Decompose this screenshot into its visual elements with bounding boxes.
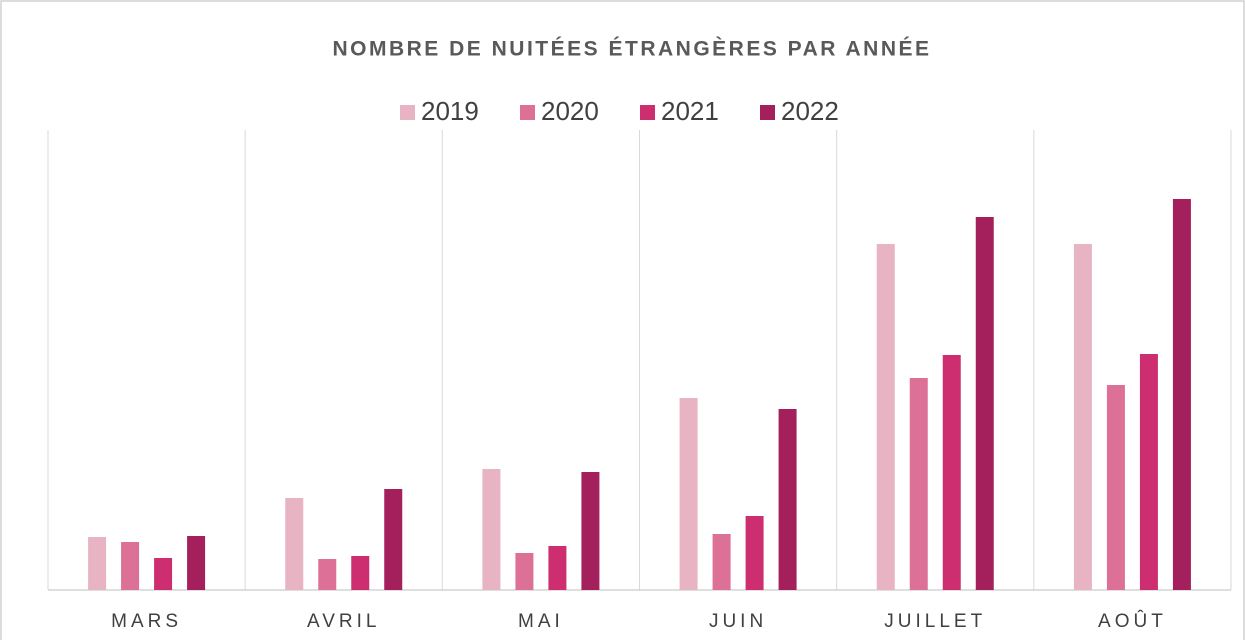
bar [1073, 244, 1092, 590]
legend-label: 2021 [661, 96, 719, 126]
legend-label: 2022 [781, 96, 839, 126]
x-tick-label: MAI [518, 611, 564, 632]
bar [548, 546, 567, 590]
legend-swatch [760, 105, 775, 120]
bar [482, 469, 501, 590]
legend-swatch [400, 105, 415, 120]
legend-swatch [640, 105, 655, 120]
x-tick-label: JUILLET [884, 611, 986, 632]
bar [909, 378, 928, 590]
bar [778, 409, 797, 590]
bar [975, 217, 994, 590]
x-tick-label: JUIN [709, 611, 767, 632]
x-tick-label: MARS [111, 611, 182, 632]
bar [154, 558, 173, 590]
bar [1139, 354, 1158, 590]
bar [581, 472, 600, 590]
bar [679, 398, 698, 590]
bar [88, 537, 107, 590]
legend-label: 2019 [421, 96, 479, 126]
bar [876, 244, 895, 590]
bar [121, 542, 140, 590]
bar [1106, 385, 1125, 590]
bar [1172, 199, 1191, 590]
bar [285, 498, 304, 590]
bar [712, 534, 731, 590]
legend-label: 2020 [541, 96, 599, 126]
bar [318, 559, 337, 590]
x-tick-label: AVRIL [307, 611, 381, 632]
bar [187, 536, 206, 590]
chart-title: NOMBRE DE NUITÉES ÉTRANGÈRES PAR ANNÉE [332, 38, 931, 61]
bar [745, 516, 764, 590]
bar [942, 355, 961, 590]
legend-swatch [520, 105, 535, 120]
x-tick-label: AOÛT [1098, 610, 1167, 632]
bar [351, 556, 370, 590]
bar [515, 553, 534, 590]
bar [384, 489, 403, 590]
